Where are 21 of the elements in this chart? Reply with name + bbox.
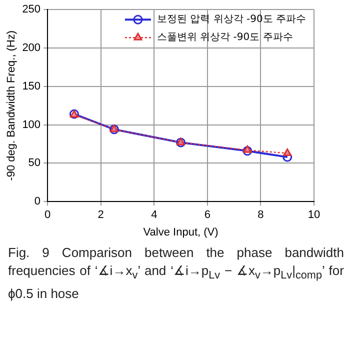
x-tick-label: 0 bbox=[44, 209, 51, 222]
y-tick-label: 200 bbox=[22, 42, 41, 54]
y-tick-label: 0 bbox=[34, 196, 41, 208]
point bbox=[242, 146, 252, 156]
x-tick-label: 10 bbox=[308, 209, 320, 222]
point bbox=[282, 152, 292, 162]
x-tick-label: 6 bbox=[204, 209, 210, 222]
x-tick-label: 4 bbox=[151, 209, 158, 222]
x-tick-label: 8 bbox=[258, 209, 264, 222]
text: Fig. 9 Comparison between the phase bandwidth frequencies of ‘∡i→x$_{v}$’ and ‘∡i→p$_{Lv}$ − ∡x$_{v}$→p$_{Lv}$|$_{comp}$’ for ϕ0.5 in hose bbox=[8, 245, 344, 301]
y-tick-label: 100 bbox=[22, 118, 41, 131]
y-axis-title: -90 deg. Bandwidth Freq., (Hz) bbox=[6, 30, 18, 181]
point bbox=[243, 145, 252, 153]
x-axis-title: Valve Input, (V) bbox=[143, 226, 218, 238]
point bbox=[283, 148, 292, 156]
legend-label: 보정된 압력 위상각 -90도 주파수 bbox=[156, 14, 306, 26]
legend-label: 스풀변위 위상각 -90도 주파수 bbox=[156, 32, 293, 44]
x-tick-label: 2 bbox=[98, 209, 104, 222]
y-tick-label: 250 bbox=[22, 4, 41, 16]
y-tick-label: 150 bbox=[22, 80, 41, 92]
y-tick-label: 50 bbox=[28, 157, 41, 170]
